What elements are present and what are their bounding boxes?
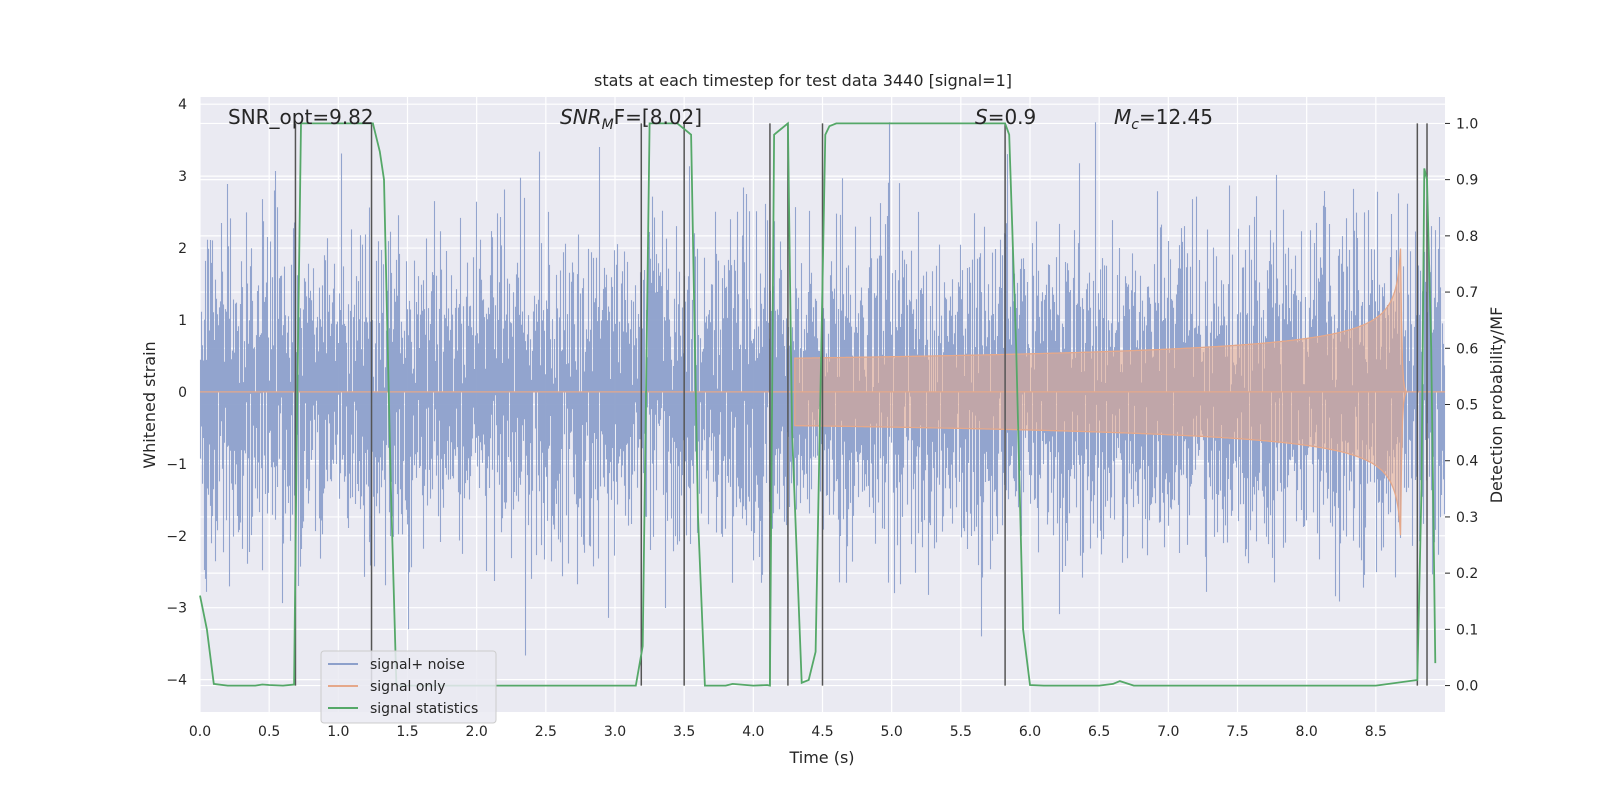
mc-annotation: Mc=12.45 bbox=[1114, 105, 1213, 133]
x-tick-label-13: 6.5 bbox=[1088, 724, 1110, 740]
x-tick-labels: 0.0 0.5 1.0 1.5 2.0 2.5 3.0 3.5 4.0 4.5 5.0 5.5 6.0 6… bbox=[189, 724, 1387, 740]
y-tick-label-5: 1 bbox=[178, 313, 187, 329]
y-tick-label-0: −4 bbox=[166, 673, 187, 689]
legend-box bbox=[320, 650, 497, 724]
vertical-lines bbox=[294, 123, 1428, 686]
y2-tick-label-9: 0.9 bbox=[1456, 173, 1478, 189]
legend-label-signal: signal only bbox=[370, 679, 445, 695]
y2-tick-label-10: 1.0 bbox=[1456, 116, 1478, 132]
x-tick-label-7: 3.5 bbox=[673, 724, 695, 740]
y-tick-label-4: 0 bbox=[178, 385, 187, 401]
y-tick-label-7: 3 bbox=[178, 169, 187, 185]
x-tick-label-9: 4.5 bbox=[811, 724, 833, 740]
y2-tick-label-6: 0.6 bbox=[1456, 341, 1478, 357]
y2-tick-label-8: 0.8 bbox=[1456, 229, 1478, 245]
legend: signal+ noise signal only signal statist… bbox=[320, 650, 497, 724]
x-tick-label-17: 8.5 bbox=[1365, 724, 1387, 740]
y2-axis-label: Detection probability/MF bbox=[1487, 307, 1506, 504]
x-tick-label-4: 2.0 bbox=[466, 724, 488, 740]
y2-tick-label-0: 0.0 bbox=[1456, 679, 1478, 695]
legend-label-stat: signal statistics bbox=[370, 701, 478, 717]
y-tick-label-6: 2 bbox=[178, 241, 187, 257]
y-tick-label-3: −1 bbox=[166, 457, 187, 473]
x-tick-label-10: 5.0 bbox=[881, 724, 903, 740]
x-tick-label-0: 0.0 bbox=[189, 724, 211, 740]
chart-title: stats at each timestep for test data 344… bbox=[594, 71, 1012, 90]
y2-tick-label-1: 0.1 bbox=[1456, 622, 1478, 638]
legend-label-noise: signal+ noise bbox=[370, 657, 465, 673]
y-tick-labels: −4 −3 −2 −1 0 1 2 3 4 bbox=[166, 97, 187, 688]
snr-opt-annotation: SNR_opt=9.82 bbox=[228, 105, 374, 129]
x-tick-label-2: 1.0 bbox=[327, 724, 349, 740]
y2-tick-label-4: 0.4 bbox=[1456, 454, 1478, 470]
y2-tick-label-5: 0.5 bbox=[1456, 398, 1478, 414]
y-tick-label-2: −2 bbox=[166, 529, 187, 545]
x-tick-label-16: 8.0 bbox=[1296, 724, 1318, 740]
x-axis-label: Time (s) bbox=[788, 748, 854, 767]
y2-tick-labels: 0.0 0.1 0.2 0.3 0.4 0.5 0.6 0.7 0.8 0.9 1.0 bbox=[1445, 116, 1478, 695]
x-tick-label-12: 6.0 bbox=[1019, 724, 1041, 740]
x-tick-label-6: 3.0 bbox=[604, 724, 626, 740]
signal-envelope-lower bbox=[794, 391, 1407, 536]
x-tick-label-1: 0.5 bbox=[258, 724, 280, 740]
x-tick-label-5: 2.5 bbox=[535, 724, 557, 740]
stat-line bbox=[199, 121, 1437, 687]
x-tick-label-14: 7.0 bbox=[1157, 724, 1179, 740]
x-tick-label-15: 7.5 bbox=[1226, 724, 1248, 740]
x-tick-label-3: 1.5 bbox=[396, 724, 418, 740]
s-annotation: S=0.9 bbox=[975, 105, 1036, 129]
y2-tick-label-3: 0.3 bbox=[1456, 510, 1478, 526]
x-tick-label-11: 5.5 bbox=[950, 724, 972, 740]
y-tick-label-8: 4 bbox=[178, 97, 187, 113]
y-tick-label-1: −3 bbox=[166, 601, 187, 617]
y2-tick-label-7: 0.7 bbox=[1456, 285, 1478, 301]
x-tick-label-8: 4.0 bbox=[742, 724, 764, 740]
y2-tick-label-2: 0.2 bbox=[1456, 566, 1478, 582]
stat-series bbox=[199, 121, 1437, 687]
y-axis-label: Whitened strain bbox=[140, 341, 159, 468]
snr-mf-annotation: SNRMF=[8.02] bbox=[560, 105, 702, 133]
signal-envelope-upper bbox=[794, 248, 1407, 393]
